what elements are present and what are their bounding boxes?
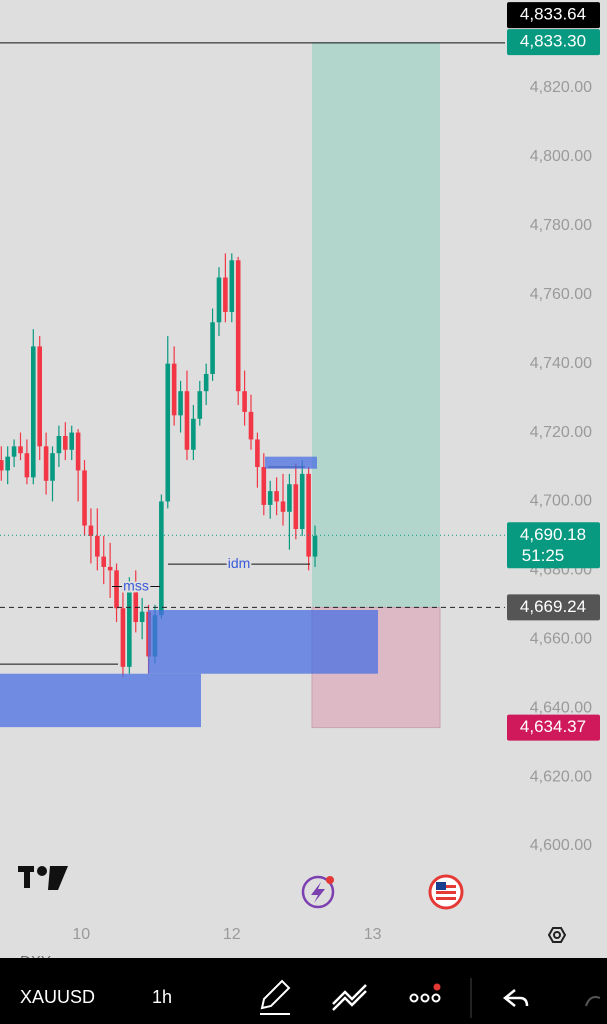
candle-body [203,373,209,392]
back-layer: 4,820.00 4,800.00 4,780.00 4,760.00 4,740.00… [72,42,592,943]
candle-body [18,446,23,454]
tv-logo [18,866,68,890]
candle-body [101,556,107,567]
candle-body [216,277,222,323]
price-label-box [507,29,600,56]
candle-body [178,391,183,416]
price-label: 4,634.37 [520,717,586,736]
candle-body [159,501,164,616]
countdown: 51:25 [522,546,565,565]
candle-body [184,391,190,450]
candle-body [235,260,241,392]
price-label-box [507,594,600,621]
y-tick-label: 4,700.00 [530,493,592,510]
candle-body [306,473,311,557]
candle-body [127,587,132,667]
candle-body [63,435,68,450]
level-label: mss [123,577,149,593]
x-tick-label: 13 [364,926,382,943]
candle-body [312,535,318,557]
candle-body [191,418,196,450]
candle-body [88,525,94,536]
candle-body [56,435,62,454]
candle-body [280,501,286,512]
y-tick-label: 4,800.00 [530,148,592,165]
price-label-box [507,522,600,569]
price-label: 4,669.24 [520,597,586,616]
order-block [265,456,317,469]
price-label: 4,833.64 [520,5,586,24]
flash-icon[interactable] [301,875,335,909]
y-tick-label: 4,660.00 [530,630,592,647]
interval[interactable]: 1h [152,987,172,1007]
candle-body [210,322,215,374]
candle-body [165,363,171,502]
more-icon[interactable] [409,983,441,1003]
candle-body [75,432,81,471]
y-tick-label: 4,760.00 [530,286,592,303]
candle-body [43,446,49,481]
y-tick-label: 4,740.00 [530,355,592,372]
candle-body [242,391,247,412]
toolbar [0,958,607,1024]
price-label-box [507,2,600,29]
candle-body [50,453,55,481]
candle-body [267,491,273,505]
y-tick-label: 4,820.00 [530,79,592,96]
candle-body [287,484,292,512]
trend-icon[interactable] [332,984,367,1011]
y-tick-label: 4,640.00 [530,699,592,716]
candle-body [120,608,126,667]
price-label: 4,690.18 [520,525,586,544]
symbol[interactable]: XAUUSD [20,987,95,1007]
price-label: 4,833.30 [520,32,586,51]
candle-body [107,566,113,571]
candle-body [261,467,267,505]
candle-body [223,277,228,312]
candle-body [229,260,235,312]
us-flag-icon[interactable] [428,874,464,910]
candle-body [0,460,4,471]
y-tick-label: 4,600.00 [530,837,592,854]
x-tick-label: 10 [72,926,90,943]
candle-body [293,484,299,530]
candle-body [171,363,177,416]
price-label-box [507,714,600,741]
candle-body [69,432,75,450]
level-label: idm [228,555,251,571]
candle-body [274,491,279,502]
candle-body [197,391,203,419]
candle-body [114,570,119,609]
candle-body [299,473,305,530]
candle-body [248,411,254,440]
candle-body [82,470,87,526]
candle-body [255,439,260,467]
y-tick-label: 4,720.00 [530,424,592,441]
candle-body [139,611,145,623]
candle-body [5,456,10,471]
y-tick-label: 4,620.00 [530,768,592,785]
redo-icon[interactable] [585,996,601,1007]
order-block [148,609,378,674]
undo-icon[interactable] [502,989,529,1007]
candle-body [30,346,36,478]
candle-body [133,587,139,623]
profit-zone [312,42,440,608]
candle-body [95,535,100,557]
order-block [0,673,201,728]
candle-body [37,346,42,447]
candle-body [11,446,17,457]
x-tick-label: 12 [223,926,241,943]
candle-body [24,453,30,478]
front-layer: mss idm 4,634.37 4,669.24 4,690.18 51:25 4,833… [0,2,600,741]
y-tick-label: 4,780.00 [530,217,592,234]
settings-icon[interactable] [547,927,567,943]
draw-icon[interactable] [260,979,291,1015]
